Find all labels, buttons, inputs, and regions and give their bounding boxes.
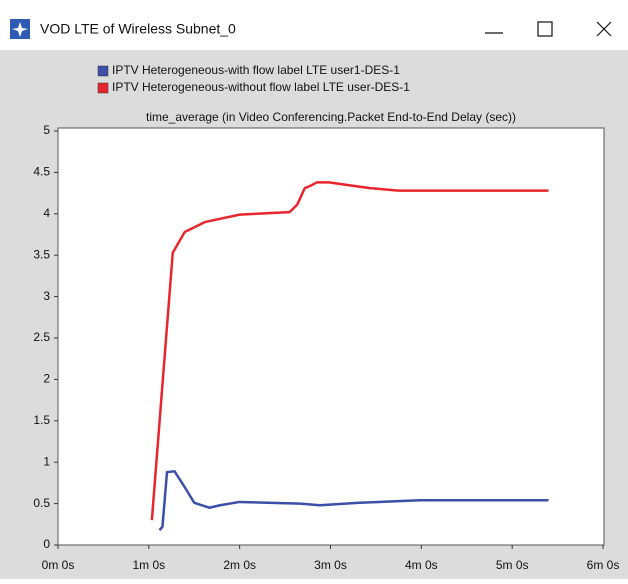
maximize-button[interactable] (537, 21, 553, 37)
x-tick-label: 1m 0s (132, 558, 165, 572)
x-tick-label: 6m 0s (587, 558, 620, 572)
y-tick-label: 3 (43, 289, 50, 303)
x-tick-label: 0m 0s (42, 558, 75, 572)
data-line (158, 470, 549, 531)
legend-swatch (97, 65, 109, 77)
legend-swatch (97, 82, 109, 94)
plot-area (57, 127, 605, 546)
y-tick-label: 1 (43, 454, 50, 468)
y-tick-label: 2.5 (33, 330, 50, 344)
legend-label: IPTV Heterogeneous-with flow label LTE u… (112, 63, 400, 77)
y-tick-label: 2 (43, 372, 50, 386)
data-line (150, 181, 549, 521)
y-tick-label: 0.5 (33, 496, 50, 510)
y-tick-label: 3.5 (33, 247, 50, 261)
legend-label: IPTV Heterogeneous-without flow label LT… (112, 80, 410, 94)
y-tick-label: 4.5 (33, 165, 50, 179)
x-tick-label: 5m 0s (496, 558, 529, 572)
y-tick-label: 0 (43, 537, 50, 551)
icon-star (12, 22, 28, 37)
window-title: VOD LTE of Wireless Subnet_0 (40, 21, 236, 37)
x-tick-label: 2m 0s (223, 558, 256, 572)
chart-title: time_average (in Video Conferencing.Pack… (146, 110, 516, 124)
x-tick-label: 4m 0s (405, 558, 438, 572)
y-tick-label: 1.5 (33, 413, 50, 427)
x-tick-label: 3m 0s (314, 558, 347, 572)
y-tick-label: 4 (43, 206, 50, 220)
close-button[interactable] (596, 21, 612, 37)
y-tick-label: 5 (43, 123, 50, 137)
title-bar (0, 0, 628, 50)
